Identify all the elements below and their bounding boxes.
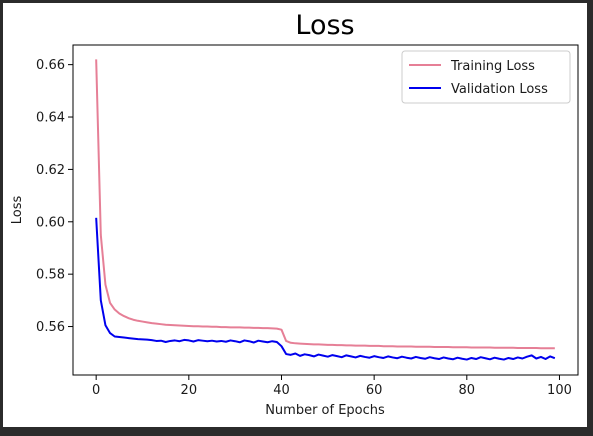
chart-figure: Loss 0 20 40 60 80 100 0.56 0.58 0.60 0.62 0.64 0.…	[3, 3, 587, 427]
chart-title: Loss	[295, 10, 354, 41]
x-axis-label: Number of Epochs	[265, 403, 385, 418]
x-axis: 0 20 40 60 80 100	[92, 375, 572, 398]
y-tick-label: 0.60	[36, 215, 65, 230]
y-tick-label: 0.66	[36, 58, 65, 73]
x-tick-label: 0	[92, 383, 100, 398]
x-tick-label: 60	[366, 383, 383, 398]
y-axis-label: Loss	[10, 196, 25, 225]
series-line-validation-loss	[95, 217, 556, 361]
y-tick-label: 0.64	[36, 111, 65, 126]
x-tick-label: 40	[273, 383, 290, 398]
y-tick-label: 0.62	[36, 163, 65, 178]
y-axis: 0.56 0.58 0.60 0.62 0.64 0.66	[36, 58, 73, 335]
legend-label-validation-loss: Validation Loss	[451, 82, 548, 97]
series-line-training-loss	[95, 59, 555, 350]
loss-line-chart: Loss 0 20 40 60 80 100 0.560.580.600.620.640.…	[10, 10, 579, 418]
y-tick-label: 0.58	[36, 268, 65, 283]
plot-frame	[72, 44, 579, 376]
legend-box	[401, 50, 571, 104]
x-tick-label: 20	[181, 383, 198, 398]
series-layer	[95, 59, 556, 361]
legend: Training Loss Validation Loss	[401, 50, 571, 104]
x-tick-label: 100	[547, 383, 572, 398]
legend-label-training-loss: Training Loss	[450, 59, 535, 74]
y-tick-label: 0.56	[36, 320, 65, 335]
x-tick-label: 80	[459, 383, 476, 398]
